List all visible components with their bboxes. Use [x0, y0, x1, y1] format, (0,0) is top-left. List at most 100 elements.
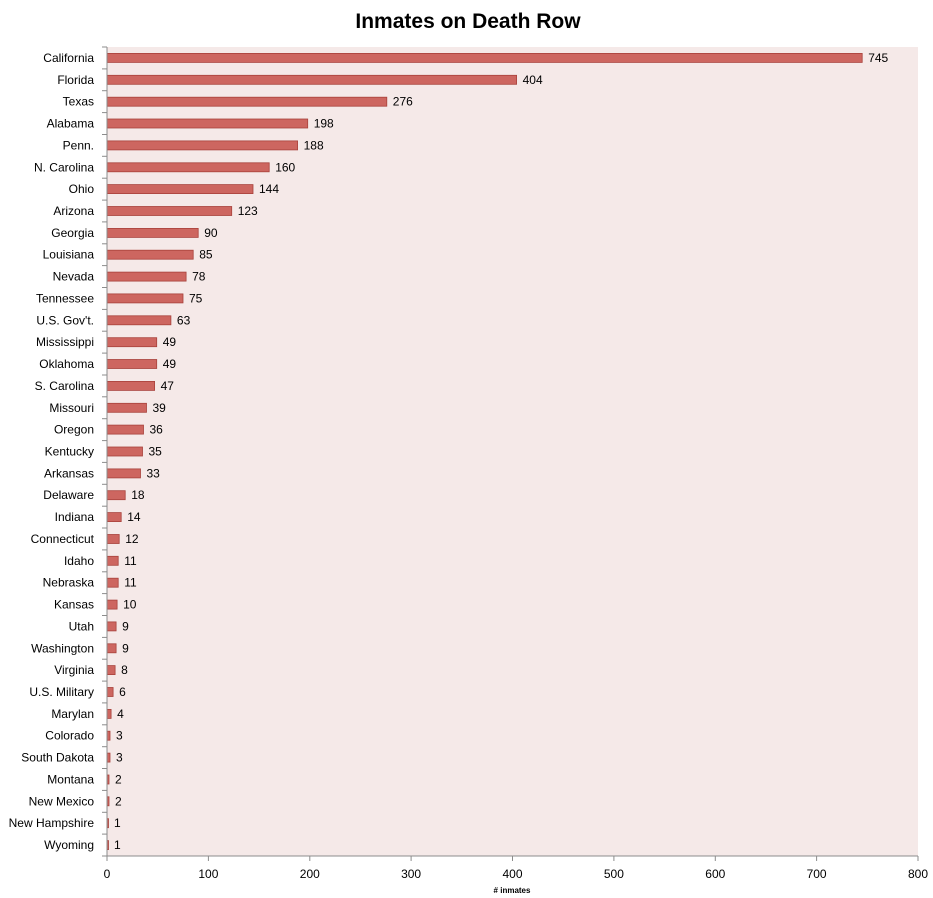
bar: [106, 96, 388, 107]
category-label: Indiana: [55, 510, 95, 524]
value-label: 49: [163, 335, 177, 349]
category-label: Connecticut: [31, 532, 95, 546]
bar: [106, 184, 254, 195]
value-label: 9: [122, 619, 129, 633]
value-label: 39: [153, 401, 167, 415]
value-label: 9: [122, 641, 129, 655]
bar: [106, 468, 141, 479]
category-label: Ohio: [69, 182, 95, 196]
value-label: 6: [119, 685, 126, 699]
value-label: 36: [150, 423, 164, 437]
value-label: 49: [163, 357, 177, 371]
value-label: 8: [121, 663, 128, 677]
category-label: Nebraska: [43, 576, 95, 590]
bar: [106, 271, 187, 282]
value-label: 745: [868, 51, 888, 65]
value-label: 3: [116, 729, 123, 743]
value-label: 2: [115, 773, 122, 787]
category-label: U.S. Gov't.: [36, 313, 94, 327]
bar: [106, 621, 117, 632]
bar: [106, 402, 147, 413]
category-label: Arizona: [53, 204, 94, 218]
category-label: Florida: [57, 73, 94, 87]
bar: [106, 293, 184, 304]
value-label: 63: [177, 313, 191, 327]
bar: [106, 446, 143, 457]
x-tick-label: 600: [705, 867, 725, 881]
category-label: Kentucky: [45, 445, 94, 459]
category-label: Missouri: [49, 401, 94, 415]
value-label: 75: [189, 291, 203, 305]
value-label: 3: [116, 751, 123, 765]
bar: [106, 118, 309, 129]
plot-area: [107, 47, 918, 856]
category-label: Virginia: [54, 663, 94, 677]
bar: [106, 643, 117, 654]
category-label: Wyoming: [44, 838, 94, 852]
value-labels: 7454042761981881601441239085787563494947…: [114, 51, 889, 852]
x-axis-title: # inmates: [494, 886, 531, 895]
category-label: S. Carolina: [35, 379, 95, 393]
category-label: South Dakota: [21, 751, 94, 765]
value-label: 12: [125, 532, 139, 546]
category-label: Louisiana: [43, 248, 95, 262]
x-tick-label: 500: [604, 867, 624, 881]
x-tick-label: 800: [908, 867, 928, 881]
value-label: 11: [124, 576, 137, 590]
bar: [106, 53, 863, 63]
bar: [106, 534, 120, 544]
value-label: 198: [314, 117, 334, 131]
bar: [106, 140, 299, 151]
value-label: 404: [523, 73, 543, 87]
value-label: 10: [123, 598, 137, 612]
category-label: Oklahoma: [39, 357, 94, 371]
bar: [106, 315, 172, 326]
bar: [106, 512, 122, 522]
value-label: 47: [161, 379, 175, 393]
category-label: Georgia: [51, 226, 94, 240]
category-label: U.S. Military: [29, 685, 94, 699]
bar: [106, 490, 126, 501]
category-label: New Hampshire: [9, 816, 95, 830]
bar: [106, 227, 199, 238]
category-label: Utah: [69, 619, 94, 633]
category-label: California: [43, 51, 94, 65]
value-label: 11: [124, 554, 137, 568]
bar: [106, 162, 270, 173]
category-label: New Mexico: [29, 794, 95, 808]
category-label: Kansas: [54, 598, 94, 612]
x-tick-label: 700: [807, 867, 827, 881]
value-label: 1: [114, 838, 121, 852]
value-label: 18: [131, 488, 145, 502]
category-label: Colorado: [45, 729, 94, 743]
x-tick-label: 0: [104, 867, 111, 881]
category-label: Tennessee: [36, 291, 94, 305]
value-label: 1: [114, 816, 121, 830]
value-label: 160: [275, 160, 295, 174]
bar: [106, 424, 144, 435]
x-tick-label: 300: [401, 867, 421, 881]
bar: [106, 337, 158, 348]
x-tick-label: 200: [300, 867, 320, 881]
value-label: 90: [204, 226, 218, 240]
category-label: Texas: [63, 95, 94, 109]
bar: [106, 687, 114, 697]
category-label: Alabama: [47, 117, 95, 131]
bar: [106, 665, 116, 675]
bar: [106, 206, 233, 216]
category-label: N. Carolina: [34, 160, 94, 174]
value-label: 35: [149, 445, 163, 459]
x-tick-label: 100: [198, 867, 218, 881]
category-label: Arkansas: [44, 466, 94, 480]
category-label: Idaho: [64, 554, 94, 568]
value-label: 276: [393, 95, 413, 109]
category-label: Marylan: [51, 707, 94, 721]
category-label: Montana: [47, 773, 94, 787]
x-axis: 0 100 200 300 400 500 600 700 800: [102, 46, 928, 881]
bar: [106, 74, 518, 85]
value-label: 2: [115, 794, 122, 808]
bar: [106, 709, 112, 719]
bar: [106, 577, 119, 588]
